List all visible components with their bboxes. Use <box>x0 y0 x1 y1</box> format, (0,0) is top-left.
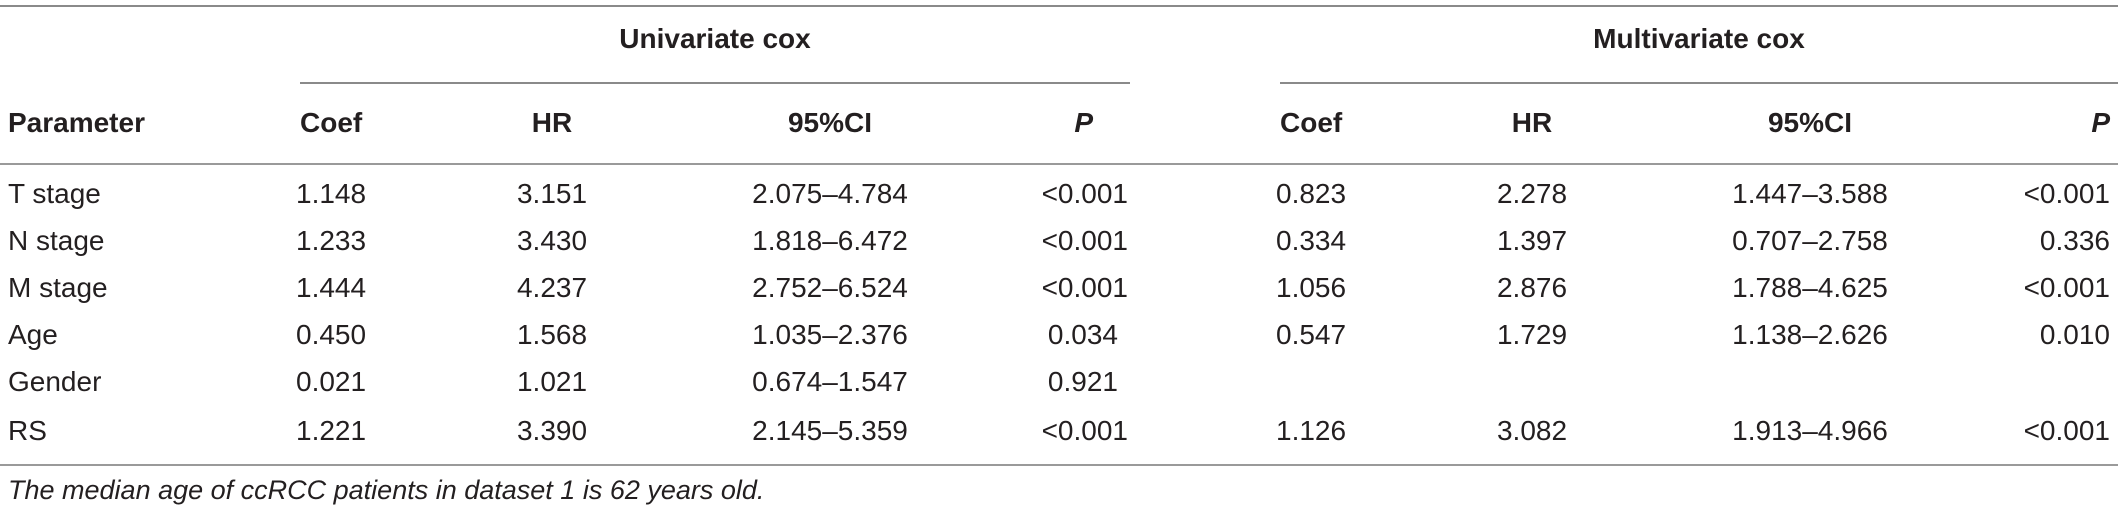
cell-multi-coef: 0.823 <box>1276 178 1347 209</box>
cell-uni-ci: 1.818–6.472 <box>752 225 908 256</box>
cell-uni-coef: 0.021 <box>296 366 367 397</box>
group-header-univariate: Univariate cox <box>619 23 811 54</box>
header-uni-p: P <box>1074 107 1093 138</box>
cell-multi-ci: 1.447–3.588 <box>1732 178 1888 209</box>
cell-uni-coef: 0.450 <box>296 319 367 350</box>
header-multi-ci: 95%CI <box>1767 107 1853 138</box>
cell-multi-hr: 1.397 <box>1496 225 1568 256</box>
cell-multi-hr: 2.876 <box>1496 272 1568 303</box>
group-rule-multivariate <box>1280 82 2118 84</box>
cell-parameter: M stage <box>8 272 108 303</box>
cell-uni-hr: 1.568 <box>516 319 588 350</box>
cell-uni-coef: 1.148 <box>296 178 367 209</box>
cell-multi-p: <0.001 <box>2023 415 2110 446</box>
table-top-rule <box>0 5 2118 7</box>
cell-multi-coef: 0.334 <box>1276 225 1347 256</box>
table-footnote: The median age of ccRCC patients in data… <box>8 475 765 505</box>
cell-uni-ci: 0.674–1.547 <box>752 366 908 397</box>
cell-multi-ci: 1.788–4.625 <box>1732 272 1888 303</box>
header-parameter: Parameter <box>8 107 145 138</box>
cell-uni-p: <0.001 <box>1041 272 1128 303</box>
group-rule-univariate <box>300 82 1130 84</box>
cell-multi-coef: 1.056 <box>1276 272 1347 303</box>
cell-uni-p: <0.001 <box>1041 415 1128 446</box>
cell-multi-p: <0.001 <box>2023 178 2110 209</box>
cell-multi-coef: 0.547 <box>1276 319 1347 350</box>
cell-multi-ci: 1.913–4.966 <box>1732 415 1888 446</box>
cell-uni-ci: 2.145–5.359 <box>752 415 908 446</box>
cell-uni-hr: 3.151 <box>516 178 588 209</box>
cell-uni-coef: 1.444 <box>296 272 367 303</box>
header-multi-hr: HR <box>1511 107 1553 138</box>
cell-uni-hr: 3.390 <box>516 415 588 446</box>
cell-parameter: Age <box>8 319 58 350</box>
header-bottom-rule <box>0 163 2118 165</box>
cell-multi-hr: 1.729 <box>1496 319 1568 350</box>
cell-uni-hr: 1.021 <box>516 366 588 397</box>
cell-parameter: Gender <box>8 366 102 397</box>
cell-multi-hr: 2.278 <box>1496 178 1568 209</box>
cell-uni-p: 0.034 <box>1047 319 1118 350</box>
header-multi-coef: Coef <box>1280 107 1343 138</box>
cell-multi-ci: 0.707–2.758 <box>1732 225 1888 256</box>
cell-multi-p: 0.336 <box>2039 225 2110 256</box>
header-uni-coef: Coef <box>300 107 363 138</box>
cell-uni-p: 0.921 <box>1047 366 1118 397</box>
cell-multi-coef: 1.126 <box>1276 415 1347 446</box>
cell-uni-coef: 1.221 <box>296 415 367 446</box>
group-header-multivariate: Multivariate cox <box>1593 23 1805 54</box>
cell-parameter: RS <box>8 415 47 446</box>
cell-parameter: N stage <box>8 225 105 256</box>
cell-uni-ci: 2.752–6.524 <box>752 272 908 303</box>
cell-uni-hr: 3.430 <box>516 225 588 256</box>
cell-parameter: T stage <box>8 178 101 209</box>
header-multi-p: P <box>2091 107 2110 138</box>
cell-uni-coef: 1.233 <box>296 225 367 256</box>
cell-uni-hr: 4.237 <box>516 272 588 303</box>
cell-multi-ci: 1.138–2.626 <box>1732 319 1888 350</box>
header-uni-hr: HR <box>531 107 573 138</box>
cell-uni-p: <0.001 <box>1041 178 1128 209</box>
cell-multi-p: <0.001 <box>2023 272 2110 303</box>
cell-uni-ci: 2.075–4.784 <box>752 178 908 209</box>
cell-multi-p: 0.010 <box>2039 319 2110 350</box>
cell-uni-p: <0.001 <box>1041 225 1128 256</box>
cell-multi-hr: 3.082 <box>1496 415 1568 446</box>
table-bottom-rule <box>0 464 2118 466</box>
cell-uni-ci: 1.035–2.376 <box>752 319 908 350</box>
header-uni-ci: 95%CI <box>787 107 873 138</box>
